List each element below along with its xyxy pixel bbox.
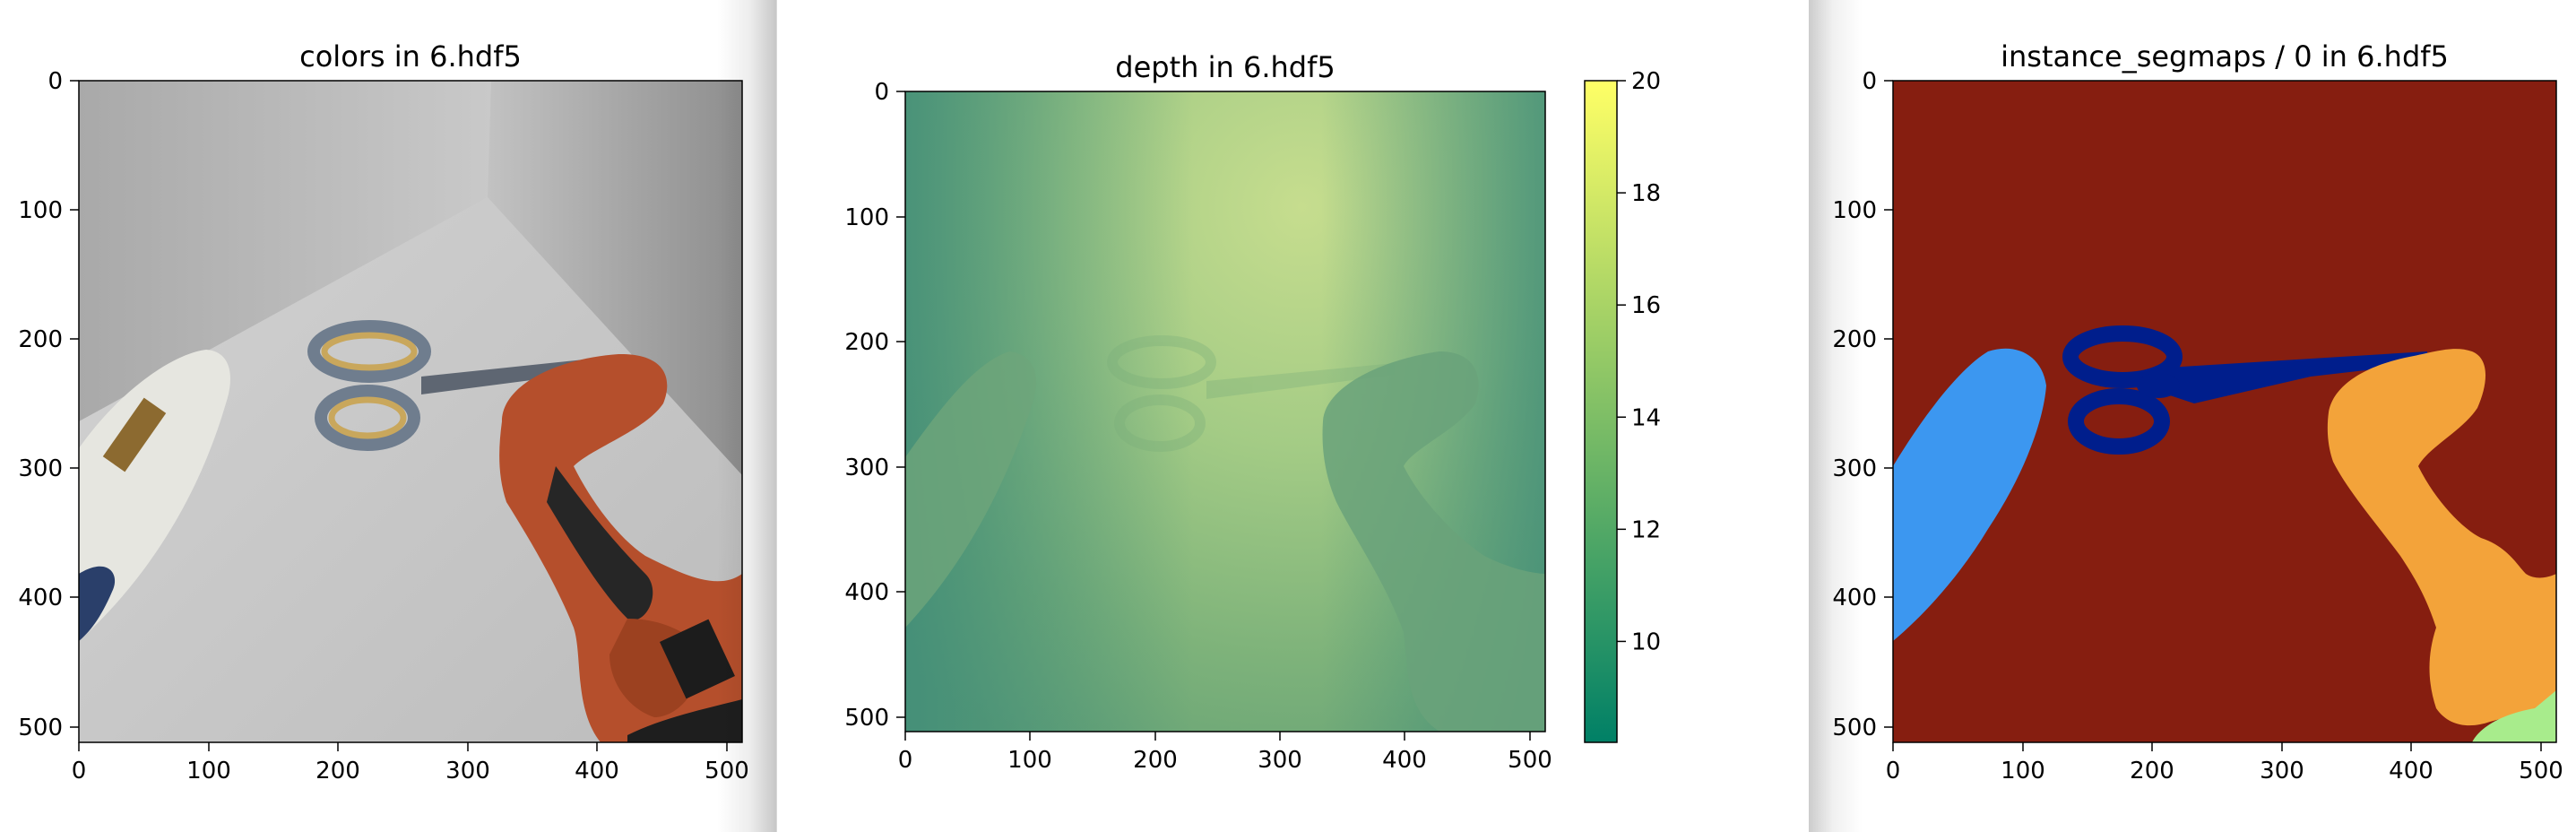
colors-title: colors in 6.hdf5 (299, 39, 522, 74)
colorbar-tick-label: 20 (1631, 68, 1661, 95)
depth-panel: depth in 6.hdf5 0 100 200 300 (776, 0, 1809, 832)
scissors-shape (307, 320, 627, 451)
colors-xtick-label: 300 (445, 758, 490, 784)
colorbar-frame (1584, 80, 1618, 743)
segmap-panel: instance_segmaps / 0 in 6.hdf5 0 100 200 (1809, 0, 2576, 832)
colorbar-tick-label: 12 (1631, 516, 1661, 543)
depth-xtick-label: 100 (1007, 747, 1052, 774)
segmap-ytick-label: 300 (1832, 455, 1877, 482)
depth-xtick-label: 0 (898, 747, 913, 774)
colorbar-tick-label: 10 (1631, 628, 1661, 655)
colorbar-tick-label: 16 (1631, 292, 1661, 319)
depth-image (905, 91, 1545, 732)
bottle-shape (79, 350, 230, 641)
segment-bottle (1893, 348, 2046, 641)
colorbar-tick-label: 18 (1631, 180, 1661, 207)
depth-ytick-label: 100 (844, 204, 889, 231)
window-edge-shadow (717, 0, 776, 832)
segmap-xtick-label: 500 (2519, 758, 2563, 784)
colors-image (79, 81, 742, 742)
depth-colorbar: 10 12 14 16 18 20 (1584, 68, 1661, 743)
depth-xtick-label: 400 (1382, 747, 1427, 774)
window-edge-shadow (1809, 0, 1863, 832)
colors-ytick-label: 200 (18, 326, 63, 353)
colors-ytick-label: 0 (48, 68, 63, 95)
colors-x-axis: 0 100 200 300 400 500 (72, 742, 749, 784)
depth-ytick-label: 500 (844, 705, 889, 732)
segmap-axes-frame (1892, 80, 2557, 743)
segmap-ytick-label: 200 (1832, 326, 1877, 353)
colors-ytick-label: 100 (18, 197, 63, 224)
segmap-xtick-label: 0 (1886, 758, 1901, 784)
depth-ytick-label: 300 (844, 455, 889, 481)
segment-scissors (2062, 325, 2427, 455)
colors-ytick-label: 500 (18, 715, 63, 741)
colors-xtick-label: 500 (705, 758, 749, 784)
colors-panel: colors in 6.hdf5 (0, 0, 776, 832)
depth-axes-frame (904, 91, 1546, 732)
colors-ytick-label: 400 (18, 585, 63, 611)
depth-drill-silhouette (1322, 351, 1545, 732)
depth-figure: depth in 6.hdf5 0 100 200 300 (844, 50, 1661, 774)
depth-ytick-label: 200 (844, 329, 889, 356)
colors-xtick-label: 400 (575, 758, 619, 784)
colors-ytick-label: 300 (18, 455, 63, 482)
depth-x-axis: 0 100 200 300 400 500 (898, 732, 1552, 774)
drill-shape (499, 353, 742, 742)
colors-y-axis: 0 100 200 300 400 500 (18, 68, 79, 741)
colors-xtick-label: 0 (72, 758, 87, 784)
segmap-title: instance_segmaps / 0 in 6.hdf5 (2001, 39, 2449, 74)
segmap-figure: instance_segmaps / 0 in 6.hdf5 0 100 200 (1832, 39, 2563, 784)
colors-axes-frame (78, 80, 743, 743)
colors-xtick-label: 200 (316, 758, 360, 784)
depth-xtick-label: 200 (1133, 747, 1178, 774)
segmap-x-axis: 0 100 200 300 400 500 (1886, 742, 2563, 784)
segmap-xtick-label: 100 (2001, 758, 2045, 784)
depth-ytick-label: 400 (844, 579, 889, 606)
segmap-y-axis: 0 100 200 300 400 500 (1832, 68, 1893, 741)
depth-scissors-silhouette (1107, 335, 1395, 452)
depth-title: depth in 6.hdf5 (1115, 50, 1335, 84)
colorbar-ticks: 10 12 14 16 18 20 (1617, 68, 1661, 655)
segmap-ytick-label: 400 (1832, 585, 1877, 611)
colors-xtick-label: 100 (186, 758, 231, 784)
depth-xtick-label: 300 (1258, 747, 1302, 774)
segmap-xtick-label: 200 (2130, 758, 2174, 784)
segmap-image (1893, 81, 2556, 742)
segmap-xtick-label: 400 (2389, 758, 2433, 784)
segmap-ytick-label: 0 (1862, 68, 1877, 95)
depth-ytick-label: 0 (874, 79, 889, 106)
colors-figure: colors in 6.hdf5 (18, 39, 749, 784)
depth-xtick-label: 500 (1508, 747, 1552, 774)
depth-bottle-silhouette (905, 351, 1037, 628)
segmap-ytick-label: 500 (1832, 715, 1877, 741)
colorbar-tick-label: 14 (1631, 404, 1661, 431)
window-divider (776, 0, 777, 832)
segmap-ytick-label: 100 (1832, 197, 1877, 224)
depth-y-axis: 0 100 200 300 400 500 (844, 79, 905, 732)
segment-corner-object (2472, 690, 2556, 742)
segment-drill (2327, 349, 2556, 726)
colorbar-gradient (1585, 81, 1617, 742)
segmap-xtick-label: 300 (2260, 758, 2304, 784)
